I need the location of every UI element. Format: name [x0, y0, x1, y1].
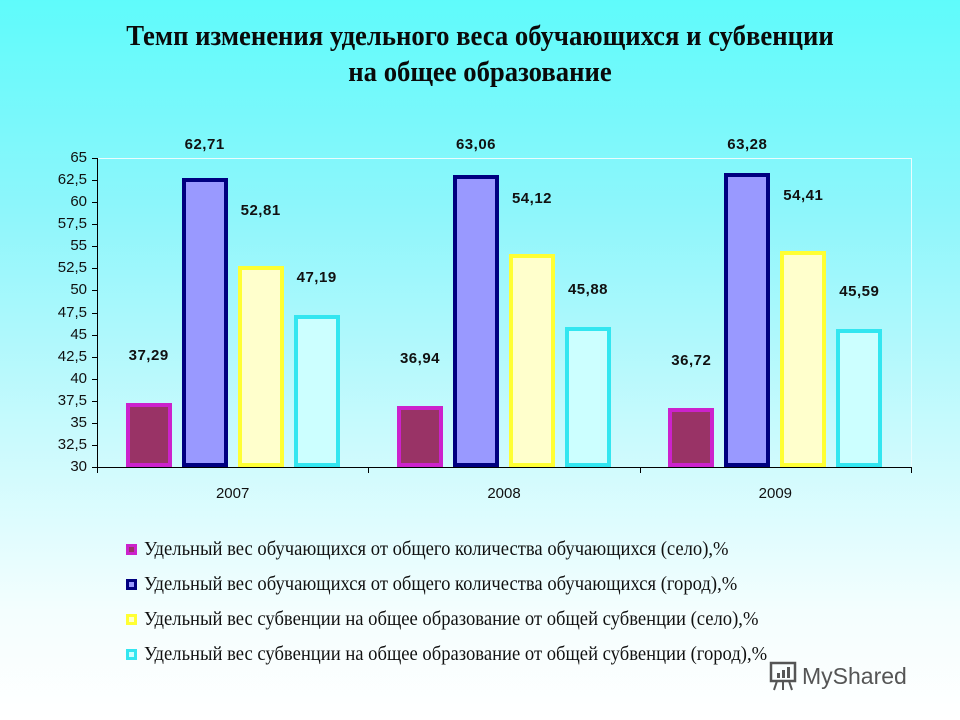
y-tick [92, 158, 97, 159]
data-label: 54,12 [511, 190, 553, 208]
x-tick [97, 467, 98, 473]
y-tick [92, 202, 97, 204]
title-line-1: Темп изменения удельного веса обучающихс… [126, 20, 834, 52]
data-label: 47,19 [296, 269, 337, 287]
bar-series-2-2008 [453, 175, 499, 467]
y-tick [92, 467, 97, 468]
x-tick [368, 467, 370, 473]
y-tick [92, 334, 97, 336]
y-tick [92, 400, 97, 402]
legend-swatch-icon [126, 544, 137, 555]
data-label: 63,28 [727, 136, 768, 153]
y-tick-label: 30 [70, 458, 87, 475]
x-tick [911, 467, 912, 473]
legend-item: Удельный вес обучающихся от общего колич… [126, 567, 814, 602]
data-label: 36,94 [399, 349, 441, 367]
legend-label: Удельный вес обучающихся от общего колич… [144, 538, 729, 560]
legend-label: Удельный вес субвенции на общее образова… [144, 608, 759, 630]
data-label: 62,71 [184, 136, 225, 153]
bar-series-4-2009 [836, 329, 883, 467]
y-tick [92, 246, 97, 248]
presentation-board-icon [769, 661, 797, 691]
y-tick [92, 444, 97, 446]
y-axis [97, 158, 98, 468]
plot-area [97, 158, 912, 468]
bar-series-3-2008 [509, 254, 555, 467]
y-tick-label: 42,5 [57, 347, 87, 365]
y-tick-label: 47,5 [57, 303, 87, 321]
watermark: MyShared [768, 660, 907, 692]
data-label: 63,06 [455, 136, 497, 153]
legend-item: Удельный вес субвенции на общее образова… [126, 602, 814, 637]
bar-series-3-2007 [237, 265, 284, 467]
y-tick-label: 52,5 [57, 259, 87, 277]
y-tick-label: 35 [70, 413, 87, 431]
data-label: 52,81 [240, 201, 281, 219]
bar-series-4-2008 [565, 326, 611, 467]
y-tick [92, 378, 97, 380]
y-tick-label: 45 [70, 325, 87, 343]
y-tick-label: 60 [70, 193, 87, 211]
x-tick-label: 2007 [215, 485, 250, 502]
x-axis [97, 467, 911, 468]
bar-series-1-2009 [668, 407, 715, 467]
legend-label: Удельный вес обучающихся от общего колич… [144, 573, 738, 595]
bar-series-1-2007 [125, 402, 172, 467]
data-label: 45,59 [839, 283, 880, 301]
data-label: 45,88 [567, 280, 609, 298]
chart-title: Темп изменения удельного веса обучающихс… [38, 18, 921, 90]
y-tick-label: 62,5 [57, 171, 87, 189]
bar-series-3-2009 [780, 251, 827, 467]
y-tick-label: 32,5 [57, 435, 87, 453]
legend: Удельный вес обучающихся от общего колич… [126, 532, 814, 672]
y-tick-label: 50 [70, 281, 87, 299]
legend-swatch-icon [126, 579, 137, 590]
watermark-text: MyShared [802, 662, 907, 689]
y-tick [92, 356, 97, 358]
bar-series-4-2007 [293, 315, 340, 467]
x-tick [639, 467, 641, 473]
y-tick [92, 290, 97, 292]
y-tick-label: 57,5 [57, 215, 87, 233]
y-tick-label: 55 [70, 237, 87, 255]
bar-series-2-2009 [724, 173, 771, 467]
legend-item: Удельный вес обучающихся от общего колич… [126, 532, 814, 567]
y-tick-label: 40 [70, 369, 87, 387]
data-label: 54,41 [783, 187, 824, 205]
x-tick-label: 2008 [487, 485, 521, 502]
legend-swatch-icon [126, 649, 137, 660]
title-line-2: на общее образование [348, 56, 612, 88]
bar-series-2-2007 [181, 178, 228, 467]
y-tick [92, 268, 97, 270]
legend-label: Удельный вес субвенции на общее образова… [144, 643, 768, 665]
legend-item: Удельный вес субвенции на общее образова… [126, 637, 814, 672]
y-tick [92, 180, 97, 182]
y-tick [92, 224, 97, 226]
y-tick [92, 312, 97, 314]
legend-swatch-icon [126, 614, 137, 625]
data-label: 37,29 [128, 346, 169, 364]
y-tick-label: 65 [70, 149, 87, 166]
y-tick [92, 422, 97, 424]
data-label: 36,72 [671, 351, 712, 369]
bar-series-1-2008 [397, 405, 443, 467]
x-tick-label: 2009 [758, 485, 793, 502]
y-tick-label: 37,5 [57, 391, 87, 409]
